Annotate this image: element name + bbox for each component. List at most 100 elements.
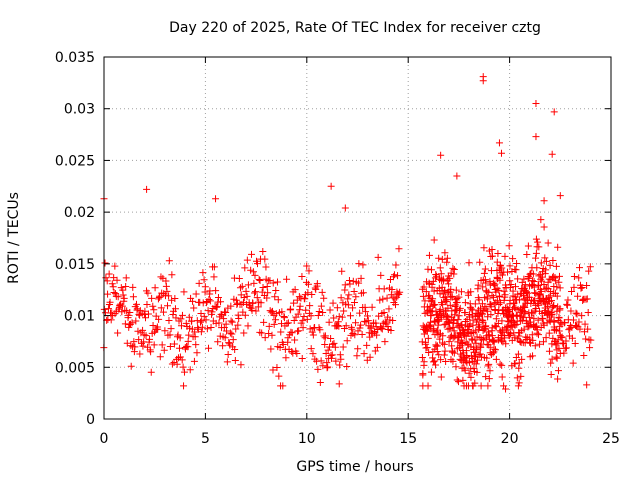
data-point [456, 304, 464, 312]
data-point [161, 327, 169, 335]
data-point [243, 292, 251, 300]
data-point [440, 351, 448, 359]
y-axis-label: ROTI / TECUs [6, 192, 22, 284]
data-point [343, 362, 351, 370]
data-point [291, 286, 299, 294]
data-point [495, 286, 503, 294]
data-point [274, 278, 282, 286]
data-point [495, 139, 503, 147]
data-point [509, 312, 517, 320]
data-point [200, 276, 208, 284]
data-point [113, 276, 121, 284]
data-point [461, 366, 469, 374]
data-point [191, 333, 199, 341]
data-point [227, 317, 235, 325]
data-point [487, 311, 495, 319]
data-point [235, 274, 243, 282]
y-tick-label: 0 [86, 412, 95, 428]
data-point [340, 307, 348, 315]
data-point [444, 318, 452, 326]
data-point [443, 258, 451, 266]
data-point [180, 382, 188, 390]
data-point [274, 296, 282, 304]
data-point [303, 315, 311, 323]
data-point [143, 301, 151, 309]
data-point [324, 346, 332, 354]
data-point [502, 385, 510, 393]
data-point [296, 302, 304, 310]
data-point [215, 319, 223, 327]
data-point [359, 289, 367, 297]
data-point [470, 364, 478, 372]
data-point [570, 273, 578, 281]
data-point [473, 333, 481, 341]
data-point [122, 283, 130, 291]
data-point [485, 332, 493, 340]
data-point [394, 290, 402, 298]
data-point [268, 331, 276, 339]
data-point [343, 337, 351, 345]
data-point [205, 344, 213, 352]
data-point [198, 317, 206, 325]
y-tick-label: 0.03 [64, 102, 95, 118]
data-point [420, 358, 428, 366]
data-point [177, 315, 185, 323]
data-point [192, 290, 200, 298]
data-point [548, 310, 556, 318]
data-point [562, 337, 570, 345]
data-point [540, 197, 548, 205]
data-point [319, 309, 327, 317]
data-point [287, 328, 295, 336]
data-point [349, 277, 357, 285]
data-point [341, 204, 349, 212]
data-point [485, 288, 493, 296]
data-point [575, 318, 583, 326]
data-point [437, 151, 445, 159]
data-point [539, 315, 547, 323]
data-point [501, 252, 509, 260]
data-point [279, 382, 287, 390]
data-point [155, 315, 163, 323]
data-point [212, 195, 220, 203]
data-point [291, 336, 299, 344]
data-point [550, 108, 558, 116]
data-point [522, 288, 530, 296]
data-point [437, 356, 445, 364]
data-point [533, 326, 541, 334]
data-point [392, 261, 400, 269]
data-point [179, 363, 187, 371]
data-point [380, 285, 388, 293]
tick-labels: 0 5 10 15 20 25 0 0.005 0.01 0.015 0.02 0.025 0.03 0.… [55, 50, 620, 447]
data-point [563, 300, 571, 308]
data-point [388, 286, 396, 294]
data-point [396, 288, 404, 296]
data-point [476, 258, 484, 266]
data-point [554, 375, 562, 383]
data-point [526, 335, 534, 343]
data-point [275, 372, 283, 380]
data-point [581, 320, 589, 328]
data-point [492, 288, 500, 296]
data-point [353, 352, 361, 360]
data-point [494, 320, 502, 328]
data-point [484, 307, 492, 315]
data-point [251, 288, 259, 296]
data-point [465, 369, 473, 377]
data-point [537, 287, 545, 295]
data-point [212, 303, 220, 311]
data-point [578, 284, 586, 292]
data-point [142, 332, 150, 340]
data-point [500, 296, 508, 304]
data-point [240, 329, 248, 337]
data-point [482, 279, 490, 287]
data-point [385, 305, 393, 313]
data-point [482, 322, 490, 330]
data-point [299, 324, 307, 332]
data-point [539, 338, 547, 346]
data-point [472, 327, 480, 335]
data-point [575, 274, 583, 282]
data-point [446, 301, 454, 309]
y-tick-label: 0.015 [55, 257, 95, 273]
data-point [428, 280, 436, 288]
data-point [548, 297, 556, 305]
